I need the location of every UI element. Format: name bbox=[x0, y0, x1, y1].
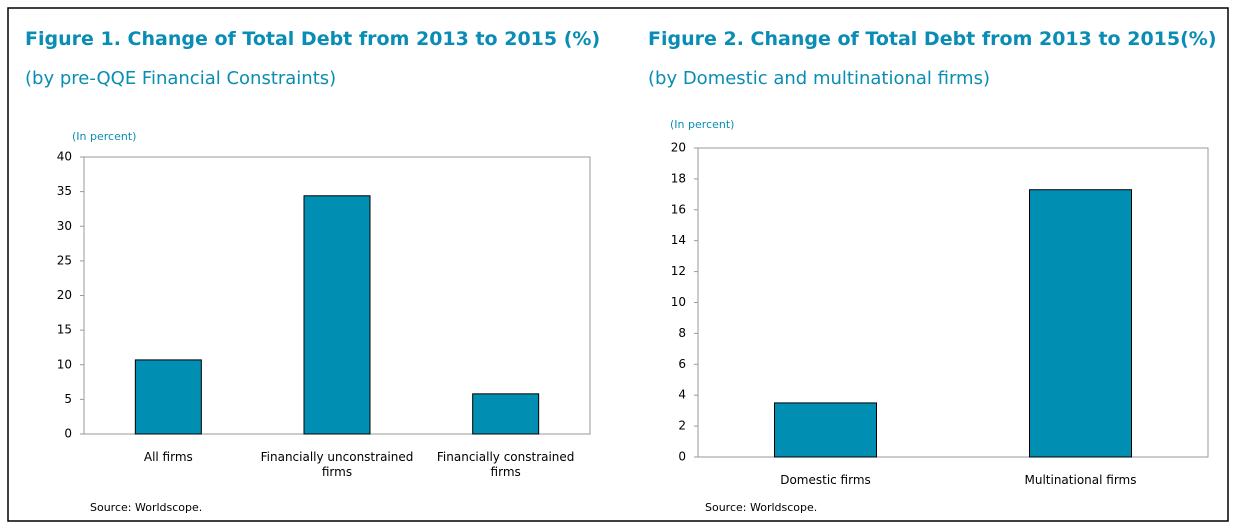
y-axis-label: (In percent) bbox=[670, 118, 734, 131]
y-tick-label: 12 bbox=[671, 264, 686, 278]
y-tick-label: 4 bbox=[678, 388, 686, 402]
y-tick-label: 5 bbox=[64, 392, 72, 406]
y-tick-label: 20 bbox=[57, 288, 72, 302]
source-note: Source: Worldscope. bbox=[90, 501, 202, 514]
y-tick-label: 10 bbox=[671, 295, 686, 309]
y-tick-label: 0 bbox=[678, 450, 686, 464]
frame bbox=[7, 7, 1229, 522]
x-tick-label: All firms bbox=[143, 450, 193, 464]
y-tick-label: 14 bbox=[671, 233, 686, 247]
bar bbox=[1029, 189, 1132, 458]
bar bbox=[472, 393, 540, 435]
chart-subtitle: (by pre-QQE Financial Constraints) bbox=[25, 68, 336, 89]
bar bbox=[774, 402, 877, 458]
chart-title: Figure 1. Change of Total Debt from 2013… bbox=[25, 28, 600, 50]
y-tick-label: 0 bbox=[64, 427, 72, 441]
y-tick-label: 10 bbox=[57, 357, 72, 371]
y-tick-label: 35 bbox=[57, 184, 72, 198]
y-tick-label: 30 bbox=[57, 219, 72, 233]
bar bbox=[134, 359, 202, 435]
y-tick-label: 15 bbox=[57, 323, 72, 337]
x-tick-label: Financially unconstrained firms bbox=[260, 450, 414, 479]
y-tick-label: 2 bbox=[678, 419, 686, 433]
source-note: Source: Worldscope. bbox=[705, 501, 817, 514]
y-tick-label: 40 bbox=[57, 150, 72, 164]
y-axis-label: (In percent) bbox=[72, 130, 136, 143]
y-tick-label: 25 bbox=[57, 253, 72, 267]
bar bbox=[303, 195, 371, 435]
x-tick-label: Multinational firms bbox=[1024, 473, 1137, 487]
y-tick-label: 8 bbox=[678, 326, 686, 340]
chart-subtitle: (by Domestic and multinational firms) bbox=[648, 68, 990, 89]
x-tick-label: Domestic firms bbox=[780, 473, 871, 487]
y-tick-label: 18 bbox=[671, 171, 686, 185]
chart-title: Figure 2. Change of Total Debt from 2013… bbox=[648, 28, 1217, 50]
y-tick-label: 20 bbox=[671, 141, 686, 155]
y-tick-label: 16 bbox=[671, 202, 686, 216]
y-tick-label: 6 bbox=[678, 357, 686, 371]
x-tick-label: Financially constrained firms bbox=[436, 450, 575, 479]
